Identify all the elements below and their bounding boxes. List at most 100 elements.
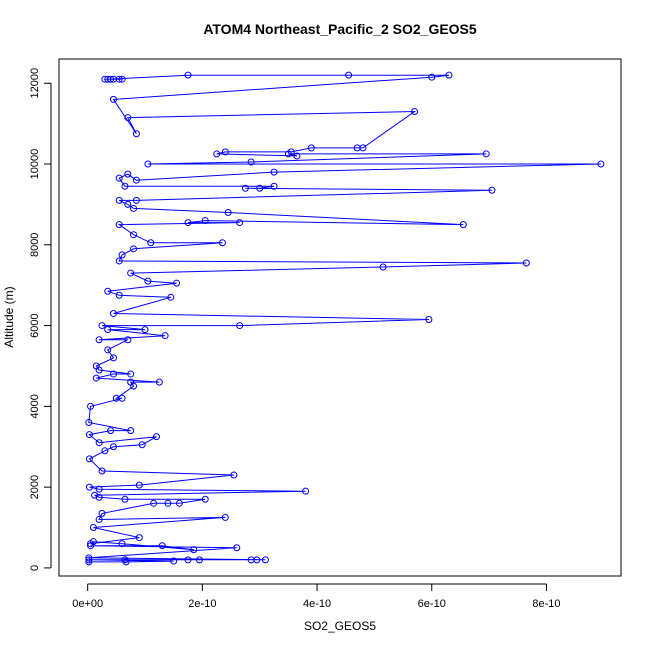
data-point bbox=[170, 557, 178, 565]
data-point bbox=[85, 554, 93, 562]
data-point bbox=[256, 184, 264, 192]
x-tick-label: 6e-10 bbox=[418, 598, 446, 610]
data-point bbox=[92, 374, 100, 382]
data-point bbox=[175, 499, 183, 507]
chart-title: ATOM4 Northeast_Pacific_2 SO2_GEOS5 bbox=[203, 21, 477, 37]
data-point bbox=[345, 71, 353, 79]
data-point bbox=[132, 196, 140, 204]
data-point bbox=[118, 251, 126, 259]
data-point bbox=[459, 221, 467, 229]
y-tick-label: 6000 bbox=[29, 313, 41, 337]
data-point bbox=[95, 485, 103, 493]
data-point bbox=[270, 182, 278, 190]
data-point bbox=[379, 263, 387, 271]
data-point bbox=[115, 291, 123, 299]
data-point bbox=[597, 160, 605, 168]
data-point bbox=[95, 336, 103, 344]
data-point bbox=[138, 441, 146, 449]
data-point bbox=[109, 443, 117, 451]
plot-area bbox=[85, 71, 605, 566]
data-point bbox=[127, 378, 135, 386]
data-point bbox=[270, 168, 278, 176]
y-tick-label: 10000 bbox=[29, 149, 41, 180]
data-point bbox=[307, 144, 315, 152]
data-point bbox=[135, 534, 143, 542]
data-point bbox=[115, 257, 123, 265]
data-point bbox=[115, 196, 123, 204]
data-point bbox=[92, 362, 100, 370]
data-point bbox=[425, 316, 433, 324]
data-point bbox=[98, 467, 106, 475]
data-point bbox=[241, 184, 249, 192]
data-point bbox=[359, 144, 367, 152]
data-point bbox=[233, 544, 241, 552]
data-point bbox=[127, 269, 135, 277]
data-point bbox=[109, 354, 117, 362]
y-axis: 0 2000 4000 6000 8000 10000 12000 bbox=[29, 68, 52, 571]
data-point bbox=[109, 95, 117, 103]
data-point bbox=[118, 75, 126, 83]
data-point bbox=[167, 293, 175, 301]
data-point bbox=[118, 540, 126, 548]
x-tick-label: 8e-10 bbox=[532, 598, 560, 610]
data-point bbox=[184, 219, 192, 227]
data-point bbox=[173, 279, 181, 287]
data-point bbox=[85, 558, 93, 566]
data-point bbox=[155, 378, 163, 386]
data-point bbox=[130, 245, 138, 253]
data-point bbox=[261, 556, 269, 564]
data-point bbox=[85, 455, 93, 463]
data-point bbox=[124, 336, 132, 344]
data-point bbox=[85, 556, 93, 564]
data-point bbox=[224, 208, 232, 216]
data-point bbox=[184, 71, 192, 79]
plot-frame bbox=[58, 58, 622, 577]
data-point bbox=[141, 326, 149, 334]
data-point bbox=[247, 158, 255, 166]
data-point bbox=[85, 483, 93, 491]
data-point bbox=[132, 130, 140, 138]
data-point bbox=[127, 370, 135, 378]
data-point bbox=[95, 493, 103, 501]
data-point bbox=[253, 556, 261, 564]
data-point bbox=[87, 540, 95, 548]
data-point bbox=[201, 495, 209, 503]
data-point bbox=[150, 499, 158, 507]
data-point bbox=[213, 150, 221, 158]
data-point bbox=[87, 402, 95, 410]
data-point bbox=[164, 499, 172, 507]
y-tick-label: 4000 bbox=[29, 394, 41, 418]
data-point bbox=[104, 326, 112, 334]
data-point bbox=[121, 495, 129, 503]
data-point bbox=[112, 394, 120, 402]
data-point bbox=[101, 75, 109, 83]
data-point bbox=[152, 433, 160, 441]
data-point bbox=[293, 152, 301, 160]
data-point bbox=[144, 160, 152, 168]
data-point bbox=[121, 556, 129, 564]
data-point bbox=[124, 114, 132, 122]
data-point bbox=[104, 287, 112, 295]
data-point bbox=[230, 471, 238, 479]
data-point bbox=[95, 439, 103, 447]
data-point bbox=[147, 239, 155, 247]
data-point bbox=[115, 174, 123, 182]
data-point bbox=[130, 204, 138, 212]
data-point bbox=[121, 182, 129, 190]
data-point bbox=[522, 259, 530, 267]
data-point bbox=[127, 427, 135, 435]
data-point bbox=[445, 71, 453, 79]
data-point bbox=[132, 176, 140, 184]
data-point bbox=[201, 217, 209, 225]
data-point bbox=[287, 148, 295, 156]
data-point bbox=[124, 170, 132, 178]
y-tick-label: 2000 bbox=[29, 475, 41, 499]
x-axis-label: SO2_GEOS5 bbox=[304, 619, 376, 633]
data-point bbox=[161, 332, 169, 340]
data-point bbox=[101, 447, 109, 455]
data-point bbox=[109, 370, 117, 378]
y-tick-label: 12000 bbox=[29, 68, 41, 99]
data-point bbox=[236, 322, 244, 330]
series-line bbox=[88, 74, 601, 563]
